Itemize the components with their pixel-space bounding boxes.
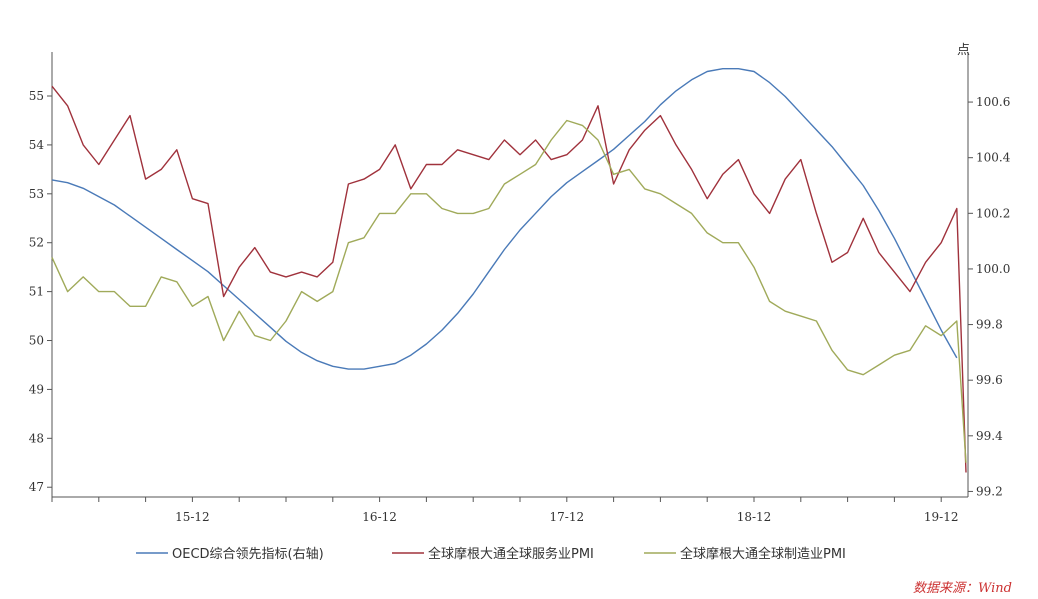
x-axis-ticks: 15-12 16-12 17-12 18-12 19-12 xyxy=(51,497,959,524)
right-tick-label: 99.6 xyxy=(976,373,1003,387)
right-tick-label: 100.6 xyxy=(976,95,1010,109)
series-manufacturing xyxy=(51,119,967,463)
series-services xyxy=(51,85,967,473)
series-oecd xyxy=(51,67,958,370)
right-tick-label: 99.4 xyxy=(976,429,1003,443)
right-axis-unit: 点 xyxy=(957,43,970,58)
left-tick-label: 55 xyxy=(29,89,44,103)
left-axis-ticks: 47 48 49 50 51 52 53 54 55 xyxy=(29,89,52,494)
right-tick-label: 99.8 xyxy=(976,318,1003,332)
right-axis-ticks: 99.2 99.4 99.6 99.8 100.0 100.2 100.4 100.6 xyxy=(968,95,1011,498)
right-tick-label: 100.2 xyxy=(976,206,1010,220)
left-tick-label: 49 xyxy=(29,382,44,396)
left-tick-label: 52 xyxy=(29,236,44,250)
legend-label-manufacturing: 全球摩根大通全球制造业PMI xyxy=(680,546,846,562)
x-tick-label: 16-12 xyxy=(362,510,397,524)
left-tick-label: 51 xyxy=(29,285,44,299)
source-note: 数据来源：Wind xyxy=(913,581,1012,596)
right-tick-label: 99.2 xyxy=(976,484,1003,498)
left-tick-label: 54 xyxy=(29,138,45,152)
series-lines xyxy=(51,67,967,473)
left-tick-label: 53 xyxy=(29,187,44,201)
right-tick-label: 100.0 xyxy=(976,262,1010,276)
x-tick-label: 18-12 xyxy=(737,510,772,524)
x-tick-label: 19-12 xyxy=(924,510,959,524)
left-tick-label: 47 xyxy=(29,480,44,494)
left-tick-label: 50 xyxy=(29,334,44,348)
legend-label-oecd: OECD综合领先指标(右轴) xyxy=(172,547,324,562)
x-tick-label: 15-12 xyxy=(175,510,210,524)
legend: OECD综合领先指标(右轴) 全球摩根大通全球服务业PMI 全球摩根大通全球制造… xyxy=(136,546,846,562)
x-tick-label: 17-12 xyxy=(550,510,585,524)
left-tick-label: 48 xyxy=(29,431,44,445)
legend-label-services: 全球摩根大通全球服务业PMI xyxy=(428,546,594,562)
right-tick-label: 100.4 xyxy=(976,151,1011,165)
